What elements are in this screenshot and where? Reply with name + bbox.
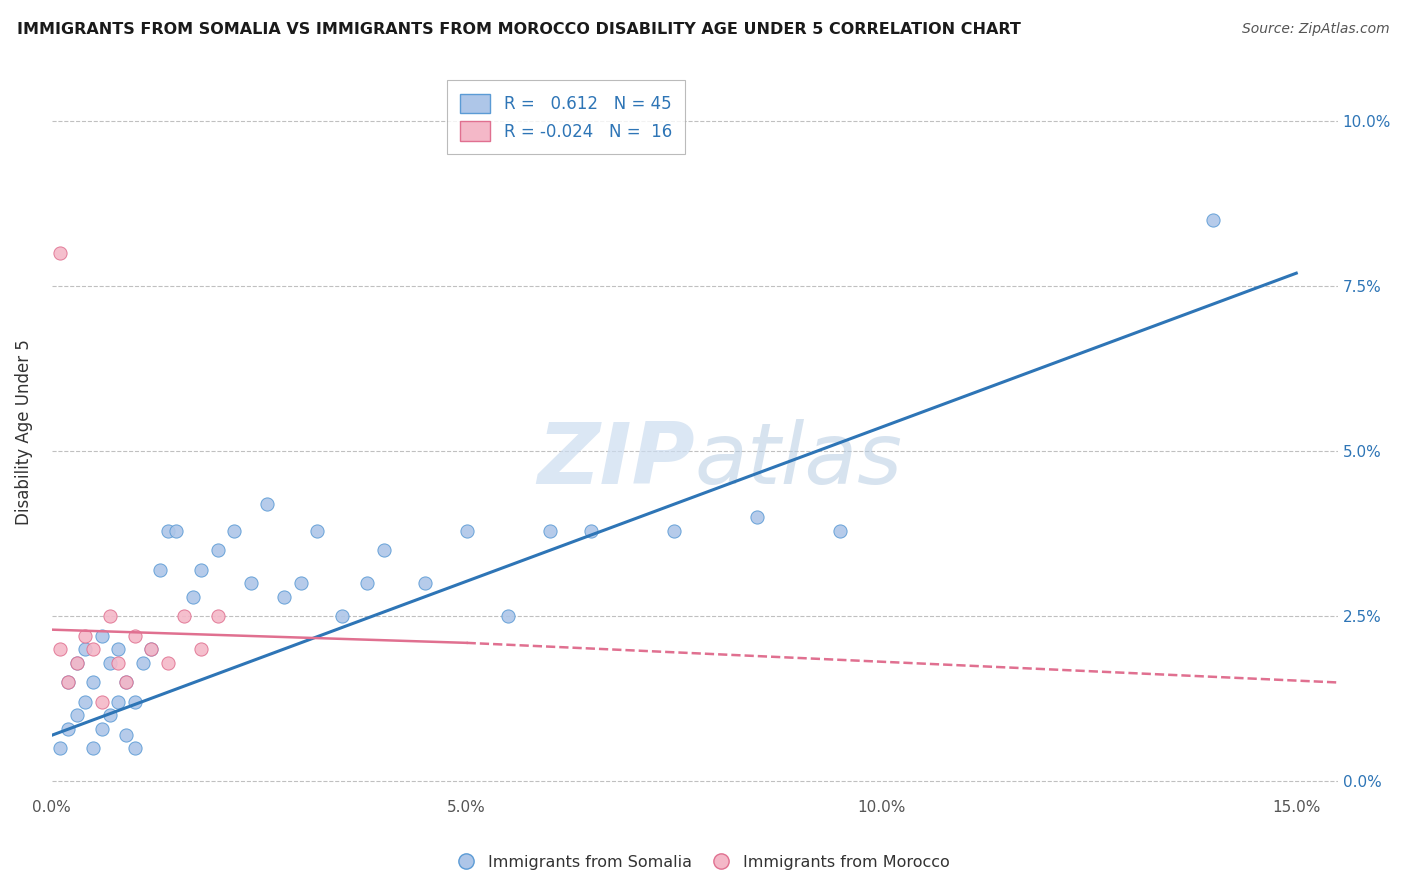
Text: Source: ZipAtlas.com: Source: ZipAtlas.com [1241,22,1389,37]
Point [373,543,395,558]
Point [413,576,436,591]
Point [90,695,112,709]
Point [58,675,80,690]
Point [98,609,121,624]
Point [181,590,204,604]
Point [207,609,229,624]
Point [662,524,685,538]
Point [307,524,329,538]
Point [73,695,96,709]
Point [156,656,179,670]
Point [141,642,163,657]
Legend: Immigrants from Somalia, Immigrants from Morocco: Immigrants from Somalia, Immigrants from… [450,848,956,877]
Point [173,609,195,624]
Point [58,722,80,736]
Point [239,576,262,591]
Point [207,543,229,558]
Point [90,722,112,736]
Point [124,741,146,756]
Text: IMMIGRANTS FROM SOMALIA VS IMMIGRANTS FROM MOROCCO DISABILITY AGE UNDER 5 CORREL: IMMIGRANTS FROM SOMALIA VS IMMIGRANTS FR… [17,22,1021,37]
Point [49,642,72,657]
Point [66,656,89,670]
Point [82,741,104,756]
Point [132,656,155,670]
Point [124,629,146,643]
Point [58,675,80,690]
Y-axis label: Disability Age Under 5: Disability Age Under 5 [15,339,32,524]
Point [73,629,96,643]
Legend: R =   0.612   N = 45, R = -0.024   N =  16: R = 0.612 N = 45, R = -0.024 N = 16 [447,80,685,154]
Point [456,524,478,538]
Point [98,708,121,723]
Point [115,675,138,690]
Point [124,695,146,709]
Point [745,510,768,524]
Point [538,524,561,538]
Point [49,246,72,260]
Point [115,728,138,742]
Point [107,642,129,657]
Point [190,563,212,577]
Point [496,609,519,624]
Point [190,642,212,657]
Point [273,590,295,604]
Point [107,656,129,670]
Text: ZIP: ZIP [537,419,695,502]
Point [330,609,353,624]
Point [356,576,378,591]
Point [49,741,72,756]
Point [156,524,179,538]
Point [1202,213,1225,227]
Point [165,524,187,538]
Point [66,656,89,670]
Point [90,629,112,643]
Point [828,524,851,538]
Point [141,642,163,657]
Point [256,497,278,511]
Point [98,656,121,670]
Point [579,524,602,538]
Point [107,695,129,709]
Point [224,524,246,538]
Point [290,576,312,591]
Text: atlas: atlas [695,419,903,502]
Point [115,675,138,690]
Point [73,642,96,657]
Point [82,642,104,657]
Point [66,708,89,723]
Point [149,563,172,577]
Point [82,675,104,690]
